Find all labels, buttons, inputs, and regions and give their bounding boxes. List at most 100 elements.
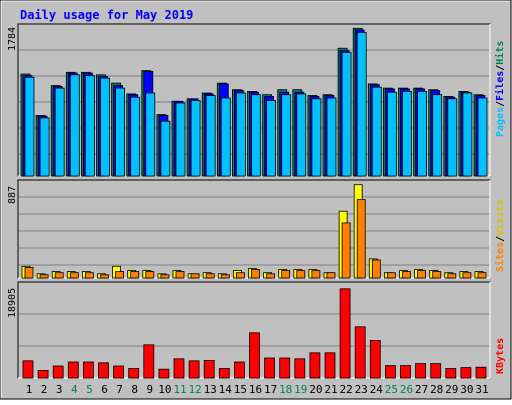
bar-pages-day-24 [371,86,382,177]
panel-frame [17,179,491,279]
bar-pages-day-2 [39,117,50,177]
bars [21,184,487,279]
bar-kbytes-day-1 [22,360,34,379]
x-tick-label: 21 [324,383,337,396]
bar-kbytes-day-12 [188,360,200,379]
bar-kbytes-day-6 [98,362,109,379]
bar-pages-day-26 [402,91,412,177]
bar-kbytes-day-27 [415,363,427,379]
x-tick-label: 11 [173,383,186,396]
bar-sites-day-27 [417,270,427,279]
bars [22,288,487,379]
x-tick-label: 17 [264,383,277,396]
legend-pages-files-hits: Pages/Files/Hits [494,41,506,137]
bar-kbytes-day-21 [324,352,336,379]
panel-kbytes: 18905 KBytes [7,281,506,379]
panel-hits-files-pages: 1784 Pages/Files/Hits [7,23,506,177]
bar-sites-day-14 [220,274,230,279]
x-tick-label: 26 [400,383,413,396]
bar-sites-day-25 [386,272,396,279]
bar-sites-day-18 [281,270,291,279]
gridlines [19,196,489,266]
bar-sites-day-28 [432,271,442,279]
x-tick-label: 12 [188,383,201,396]
bar-sites-day-10 [160,274,170,279]
x-tick-label: 10 [158,383,171,396]
bar-sites-day-29 [447,273,457,279]
bar-sites-day-12 [190,273,200,279]
x-tick-label: 4 [71,383,78,396]
bar-kbytes-day-19 [294,358,306,379]
bar-kbytes-day-10 [158,368,170,379]
legend-kbytes-label: KBytes [495,338,506,374]
bar-kbytes-day-4 [67,361,79,379]
x-tick-label: 29 [445,383,458,396]
x-tick-label: 6 [101,383,108,396]
bar-kbytes-day-23 [354,326,366,379]
y-max-label: 18905 [7,288,18,318]
legend-sep: / [495,101,506,107]
bar-pages-day-16 [251,94,261,177]
bar-pages-day-29 [447,98,458,177]
bar-kbytes-day-7 [113,365,124,379]
bar-pages-day-18 [281,94,292,177]
bar-sites-day-2 [39,274,49,279]
bar-kbytes-day-29 [445,367,457,379]
bar-sites-day-4 [69,272,79,279]
bar-kbytes-day-26 [400,365,411,379]
x-tick-label: 13 [204,383,217,396]
panel-visits-sites: 887 Sites/Visits [7,179,506,279]
bar-kbytes-day-18 [279,357,291,379]
x-tick-label: 15 [234,383,247,396]
bar-sites-day-13 [205,273,215,279]
x-tick-label: 1 [26,383,33,396]
bar-pages-day-6 [100,77,110,177]
bar-pages-day-17 [266,100,277,177]
bar-pages-day-10 [160,120,171,177]
legend-sep: / [495,236,506,242]
x-tick-label: 8 [131,383,138,396]
legend-sites: Sites [494,242,506,272]
x-axis-day-labels: 1 2 3 4 5 6 7 8 9 10 11 12 13 14 15 16 17 18 19 20 21 22 23 24 2… [26,383,489,396]
bar-kbytes-day-22 [339,288,351,379]
y-max-label: 1784 [7,27,18,51]
bar-sites-day-26 [402,271,411,279]
x-tick-label: 22 [339,383,352,396]
bar-pages-day-21 [326,97,337,177]
bar-sites-day-31 [477,272,487,279]
x-tick-label: 24 [370,383,384,396]
bar-kbytes-day-25 [384,365,396,379]
bars [20,27,488,177]
bar-kbytes-day-28 [430,363,442,379]
bar-sites-day-6 [100,274,109,279]
bar-pages-day-31 [477,97,488,177]
bar-sites-day-3 [54,272,64,279]
legend-files: Files [494,71,506,101]
bar-sites-day-9 [145,271,155,279]
bar-pages-day-22 [341,52,352,177]
bar-pages-day-28 [432,94,443,177]
x-tick-label: 20 [309,383,322,396]
bar-pages-day-19 [296,93,307,177]
bar-sites-day-7 [115,271,124,279]
bar-sites-day-22 [341,222,351,279]
bar-pages-day-4 [69,74,80,177]
bar-kbytes-day-24 [369,339,381,379]
bar-pages-day-25 [386,91,397,177]
x-tick-label: 2 [41,383,48,396]
bar-kbytes-day-17 [264,357,276,379]
legend-sites-visits: Sites/Visits [494,200,506,272]
y-max-label: 887 [7,186,18,204]
bar-sites-day-1 [24,266,34,279]
x-tick-label: 19 [294,383,307,396]
bar-sites-day-20 [311,270,321,279]
x-tick-label: 30 [460,383,473,396]
bar-pages-day-11 [175,102,186,177]
bar-pages-day-27 [417,91,428,177]
bar-sites-day-8 [130,271,140,279]
bar-pages-day-8 [130,96,141,177]
bar-kbytes-day-20 [309,352,321,379]
bar-pages-day-14 [220,97,231,177]
legend-kbytes: KBytes [495,338,506,374]
